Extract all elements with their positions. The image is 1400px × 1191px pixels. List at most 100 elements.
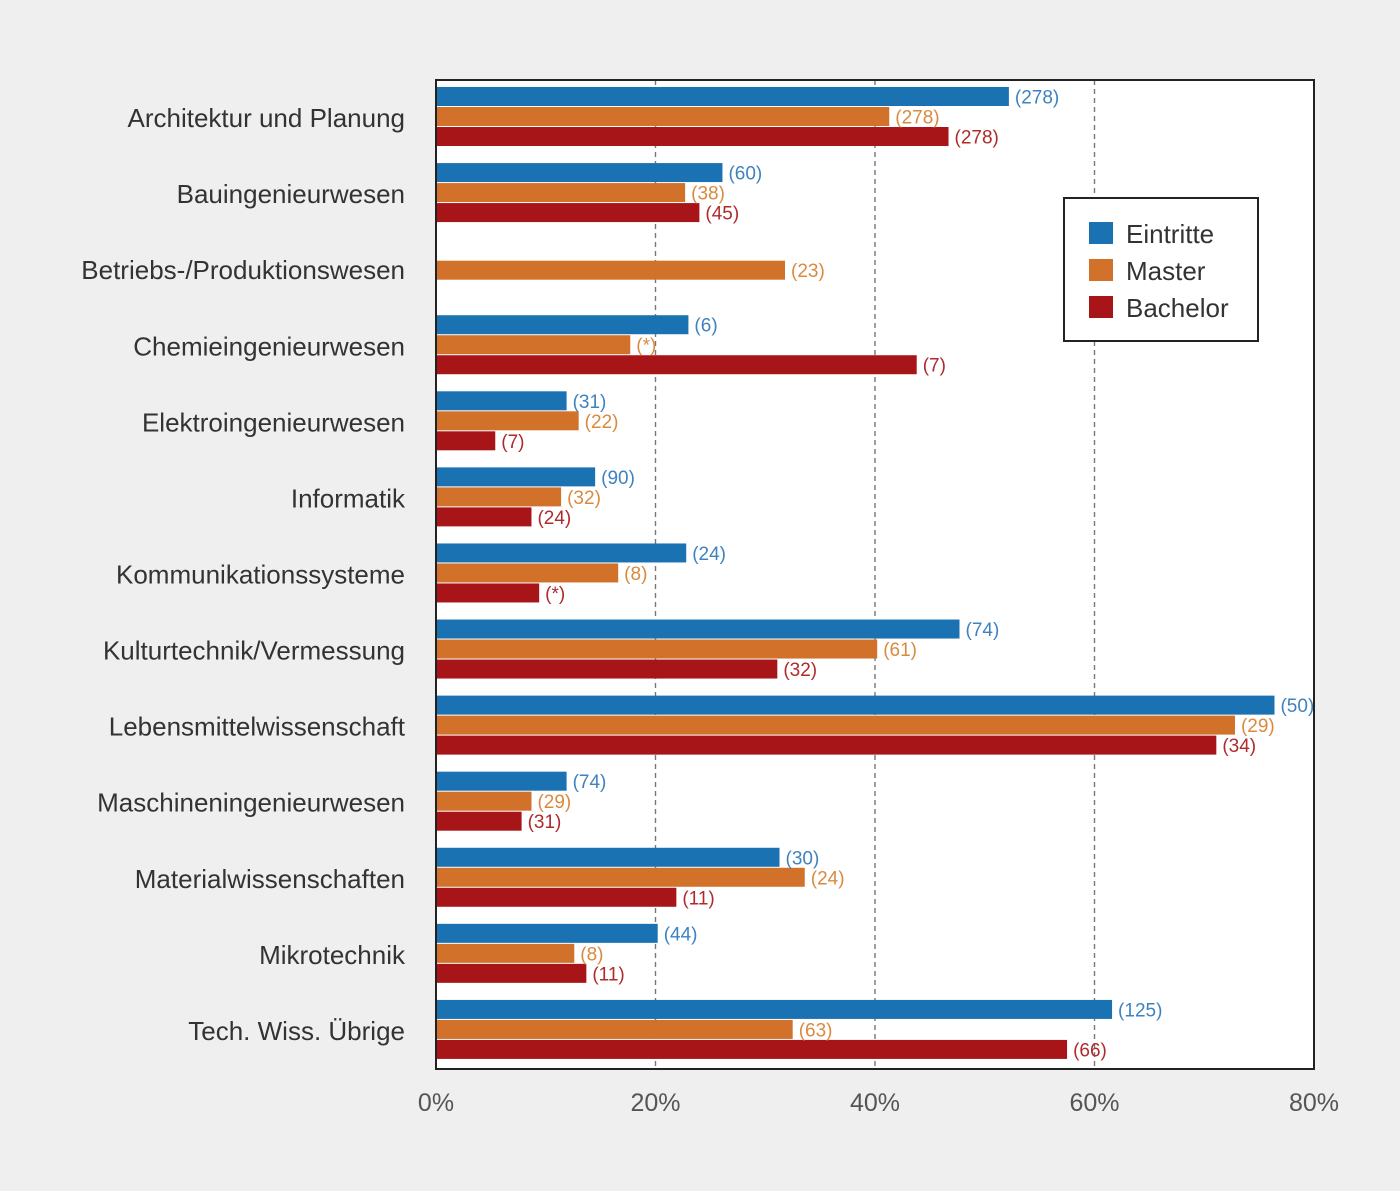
data-label-bachelor: (278): [955, 128, 999, 149]
data-label-master: (63): [799, 1020, 833, 1041]
data-label-bachelor: (45): [705, 204, 739, 225]
bar-bachelor-11: [436, 963, 587, 983]
category-label: Architektur und Planung: [127, 103, 405, 133]
data-label-eintritte: (31): [573, 392, 607, 413]
category-label: Tech. Wiss. Übrige: [188, 1016, 405, 1046]
legend-label-bachelor: Bachelor: [1126, 293, 1229, 323]
bar-eintritte-5: [436, 467, 596, 487]
bar-eintritte-3: [436, 315, 689, 335]
bar-bachelor-9: [436, 811, 522, 831]
data-label-master: (22): [585, 412, 619, 433]
category-labels: Architektur und Planung Bauingenieurwesen…: [81, 103, 406, 1046]
category-label: Mikrotechnik: [259, 940, 406, 970]
x-tick-label: 20%: [630, 1089, 680, 1117]
bar-master-5: [436, 487, 562, 507]
legend-label-master: Master: [1126, 256, 1206, 286]
x-axis-ticks: 0% 20% 40% 60% 80%: [418, 1089, 1339, 1117]
data-label-master: (29): [1241, 716, 1275, 737]
bar-eintritte-7: [436, 619, 960, 639]
category-label: Informatik: [291, 483, 406, 513]
legend-swatch-master: [1089, 259, 1113, 281]
bar-master-2: [436, 260, 786, 280]
bar-eintritte-9: [436, 771, 567, 791]
bar-bachelor-7: [436, 659, 778, 679]
bar-eintritte-8: [436, 695, 1275, 715]
bar-bachelor-0: [436, 127, 949, 146]
category-label: Materialwissenschaften: [135, 864, 405, 894]
bar-eintritte-11: [436, 923, 658, 943]
data-label-bachelor: (7): [923, 356, 946, 377]
data-label-eintritte: (50): [1280, 696, 1314, 717]
data-label-bachelor: (11): [592, 964, 624, 985]
bar-bachelor-3: [436, 355, 917, 375]
bar-master-9: [436, 791, 532, 811]
x-tick-label: 60%: [1069, 1089, 1119, 1117]
data-label-eintritte: (74): [966, 620, 1000, 641]
bar-bachelor-1: [436, 203, 700, 223]
x-tick-label: 40%: [850, 1089, 900, 1117]
bar-master-8: [436, 715, 1235, 735]
bar-master-7: [436, 639, 878, 659]
category-label: Kommunikationssysteme: [116, 560, 405, 590]
x-tick-label: 0%: [418, 1089, 454, 1117]
data-labels: (278) (278) (278) (60)(38)(45) (23) (6) (*) (7)…: [501, 88, 1314, 1062]
bar-eintritte-6: [436, 543, 687, 563]
plot-frame: [435, 79, 1315, 1070]
category-label: Lebensmittelwissenschaft: [109, 712, 406, 742]
bar-bachelor-5: [436, 507, 532, 527]
bar-master-4: [436, 411, 579, 431]
bars: [436, 87, 1275, 1059]
data-label-eintritte: (24): [692, 544, 726, 565]
data-label-eintritte: (278): [1015, 88, 1059, 109]
data-label-eintritte: (74): [573, 772, 607, 793]
data-label-bachelor: (31): [528, 812, 562, 833]
bar-eintritte-12: [436, 999, 1113, 1019]
data-label-master: (8): [580, 944, 603, 965]
bar-bachelor-12: [436, 1039, 1068, 1059]
data-label-eintritte: (6): [694, 316, 717, 337]
bar-bachelor-4: [436, 431, 496, 451]
data-label-master: (29): [537, 792, 571, 813]
bar-bachelor-8: [436, 735, 1217, 755]
data-label-master: (*): [636, 336, 656, 357]
data-label-bachelor: (7): [501, 432, 524, 453]
data-label-bachelor: (66): [1073, 1040, 1107, 1061]
bar-eintritte-10: [436, 847, 780, 867]
legend-label-eintritte: Eintritte: [1126, 219, 1214, 249]
data-label-master: (24): [811, 868, 845, 889]
bar-bachelor-10: [436, 887, 677, 907]
legend: Eintritte Master Bachelor: [1063, 197, 1259, 342]
data-label-eintritte: (44): [664, 924, 698, 945]
data-label-eintritte: (30): [786, 848, 820, 869]
data-label-master: (8): [624, 564, 647, 585]
bar-master-12: [436, 1019, 793, 1039]
data-label-master: (32): [567, 488, 601, 509]
category-label: Chemieingenieurwesen: [133, 331, 405, 361]
data-label-master: (38): [691, 184, 725, 205]
bar-master-0: [436, 107, 890, 126]
data-label-master: (278): [895, 108, 939, 129]
data-label-bachelor: (11): [682, 888, 714, 909]
bar-eintritte-0: [436, 87, 1009, 106]
data-label-bachelor: (24): [537, 508, 571, 529]
data-label-bachelor: (32): [783, 660, 817, 681]
bar-master-11: [436, 943, 575, 963]
category-label: Maschineningenieurwesen: [97, 788, 405, 818]
category-label: Elektroingenieurwesen: [142, 407, 405, 437]
bar-master-3: [436, 335, 631, 355]
data-label-bachelor: (*): [545, 584, 565, 605]
data-label-eintritte: (60): [728, 164, 762, 185]
category-label: Bauingenieurwesen: [177, 179, 405, 209]
data-label-master: (61): [883, 640, 917, 661]
bar-master-6: [436, 563, 619, 583]
category-label: Kulturtechnik/Vermessung: [103, 636, 405, 666]
bar-eintritte-4: [436, 391, 567, 411]
data-label-master: (23): [791, 261, 825, 282]
legend-swatch-eintritte: [1089, 222, 1113, 244]
category-label: Betriebs-/Produktionswesen: [81, 255, 405, 285]
legend-swatch-bachelor: [1089, 296, 1113, 318]
bar-master-10: [436, 867, 805, 887]
data-label-eintritte: (125): [1118, 1000, 1162, 1021]
data-label-bachelor: (34): [1222, 736, 1256, 757]
